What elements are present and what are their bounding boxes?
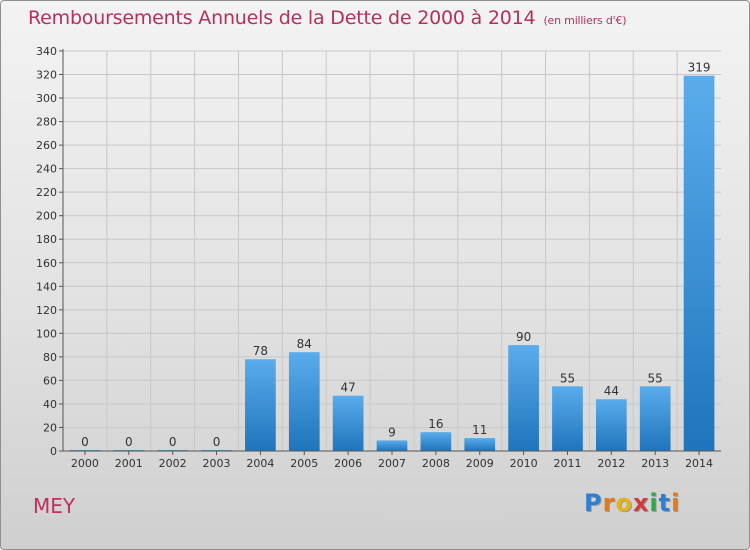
chart-unit: (en milliers d'€) xyxy=(543,14,627,27)
x-tick-label: 2011 xyxy=(553,457,581,470)
axis-layer: 0204060801001201401601802002202402602803… xyxy=(36,45,721,470)
bar-value-label: 47 xyxy=(340,381,355,395)
bar-2013 xyxy=(639,386,671,451)
y-tick-label: 220 xyxy=(36,186,57,199)
bar-value-label: 9 xyxy=(388,425,396,439)
y-tick-label: 260 xyxy=(36,139,57,152)
y-tick-label: 340 xyxy=(36,45,57,58)
y-tick-label: 160 xyxy=(36,257,57,270)
x-tick-label: 2008 xyxy=(422,457,450,470)
y-tick-label: 180 xyxy=(36,233,57,246)
bar-value-label: 84 xyxy=(297,337,312,351)
x-tick-label: 2005 xyxy=(290,457,318,470)
bar-2009 xyxy=(464,438,496,451)
y-tick-label: 80 xyxy=(43,351,57,364)
y-tick-label: 300 xyxy=(36,92,57,105)
x-tick-label: 2004 xyxy=(246,457,274,470)
y-tick-label: 200 xyxy=(36,210,57,223)
y-tick-label: 60 xyxy=(43,374,57,387)
bar-2012 xyxy=(595,399,627,451)
y-tick-label: 280 xyxy=(36,116,57,129)
y-tick-label: 20 xyxy=(43,421,57,434)
bar-2007 xyxy=(376,440,408,451)
y-tick-label: 240 xyxy=(36,163,57,176)
x-tick-label: 2009 xyxy=(466,457,494,470)
bar-value-label: 0 xyxy=(125,435,133,449)
bar-2005 xyxy=(288,352,320,451)
y-tick-label: 120 xyxy=(36,304,57,317)
y-tick-label: 320 xyxy=(36,69,57,82)
x-tick-label: 2007 xyxy=(378,457,406,470)
bar-value-label: 55 xyxy=(648,371,663,385)
bar-value-label: 90 xyxy=(516,330,531,344)
bar-2006 xyxy=(332,395,364,451)
x-tick-label: 2001 xyxy=(115,457,143,470)
x-tick-label: 2003 xyxy=(203,457,231,470)
y-tick-label: 140 xyxy=(36,280,57,293)
x-tick-label: 2012 xyxy=(597,457,625,470)
bar-2008 xyxy=(420,432,452,451)
chart-title: Remboursements Annuels de la Dette de 20… xyxy=(28,7,627,29)
x-tick-label: 2014 xyxy=(685,457,713,470)
bar-2010 xyxy=(508,345,539,451)
bar-value-label: 55 xyxy=(560,371,575,385)
bar-value-label: 0 xyxy=(213,435,221,449)
bar-value-label: 44 xyxy=(604,384,619,398)
y-tick-label: 0 xyxy=(50,445,57,458)
x-tick-label: 2000 xyxy=(71,457,99,470)
bar-value-label: 0 xyxy=(169,435,177,449)
place-name: MEY xyxy=(33,494,76,518)
proxiti-logo: Proxiti xyxy=(584,489,681,517)
x-tick-label: 2010 xyxy=(510,457,538,470)
x-tick-label: 2013 xyxy=(641,457,669,470)
bar-2004 xyxy=(245,359,276,451)
y-tick-label: 40 xyxy=(43,398,57,411)
bar-value-label: 78 xyxy=(253,344,268,358)
grid-layer xyxy=(63,50,721,451)
x-tick-label: 2002 xyxy=(159,457,187,470)
y-tick-label: 100 xyxy=(36,327,57,340)
bar-2014 xyxy=(683,75,715,452)
bar-value-label: 16 xyxy=(428,417,443,431)
bar-value-label: 11 xyxy=(472,423,487,437)
x-tick-label: 2006 xyxy=(334,457,362,470)
bar-value-label: 0 xyxy=(81,435,89,449)
bar-2011 xyxy=(552,386,583,451)
bars-layer: 0 0 0 0 78 84 47 9 16 11 90 55 44 55 319 xyxy=(69,61,715,452)
bar-value-label: 319 xyxy=(688,61,711,75)
chart-title-text: Remboursements Annuels de la Dette de 20… xyxy=(28,7,536,29)
